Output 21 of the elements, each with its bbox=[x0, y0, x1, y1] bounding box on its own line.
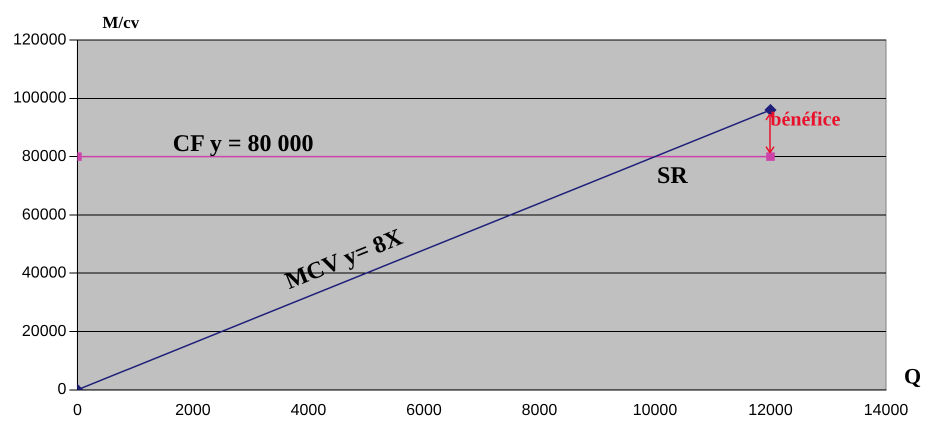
y-tick-label: 100000 bbox=[13, 90, 66, 107]
annotation: SR bbox=[656, 162, 688, 189]
y-tick-label: 0 bbox=[57, 381, 66, 398]
y-tick-label: 40000 bbox=[22, 264, 66, 282]
x-axis-title: Q bbox=[904, 363, 922, 388]
y-tick-label: 120000 bbox=[13, 31, 66, 48]
y-tick-label: 60000 bbox=[22, 206, 66, 224]
annotation: bénéfice bbox=[770, 108, 840, 131]
x-tick-label: 4000 bbox=[290, 402, 326, 419]
y-axis-title: M/cv bbox=[102, 12, 140, 32]
annotation: MCV y= 8X bbox=[282, 224, 407, 295]
x-tick-label: 14000 bbox=[864, 402, 908, 419]
annotation: CF y = 80 000 bbox=[172, 131, 314, 158]
x-tick-label: 10000 bbox=[632, 402, 678, 419]
x-tick-label: 12000 bbox=[748, 402, 793, 419]
x-tick-label: 6000 bbox=[406, 402, 442, 419]
x-tick-label: 0 bbox=[72, 402, 82, 419]
y-tick-label: 20000 bbox=[22, 322, 66, 340]
y-tick-label: 80000 bbox=[22, 148, 66, 166]
x-tick-label: 2000 bbox=[175, 402, 211, 419]
x-tick-label: 8000 bbox=[522, 402, 558, 419]
